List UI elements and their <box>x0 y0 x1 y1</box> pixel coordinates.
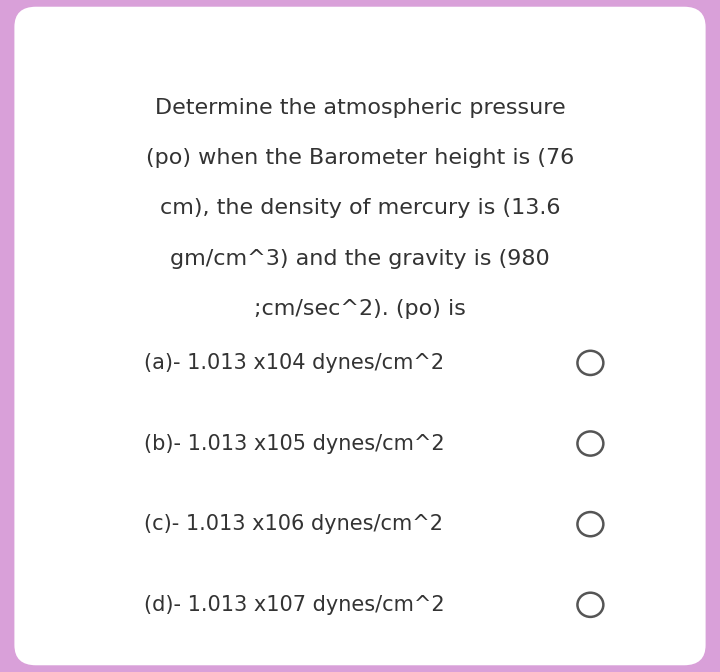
FancyBboxPatch shape <box>14 7 706 665</box>
Text: (d)- 1.013 x107 dynes/cm^2: (d)- 1.013 x107 dynes/cm^2 <box>144 595 445 615</box>
Text: Determine the atmospheric pressure: Determine the atmospheric pressure <box>155 97 565 118</box>
Text: (po) when the Barometer height is (76: (po) when the Barometer height is (76 <box>146 148 574 168</box>
Text: (a)- 1.013 x104 dynes/cm^2: (a)- 1.013 x104 dynes/cm^2 <box>144 353 444 373</box>
Text: gm/cm^3) and the gravity is (980: gm/cm^3) and the gravity is (980 <box>170 249 550 269</box>
Text: ;cm/sec^2). (po) is: ;cm/sec^2). (po) is <box>254 299 466 319</box>
Text: (b)- 1.013 x105 dynes/cm^2: (b)- 1.013 x105 dynes/cm^2 <box>144 433 445 454</box>
Text: (c)- 1.013 x106 dynes/cm^2: (c)- 1.013 x106 dynes/cm^2 <box>144 514 443 534</box>
Text: cm), the density of mercury is (13.6: cm), the density of mercury is (13.6 <box>160 198 560 218</box>
